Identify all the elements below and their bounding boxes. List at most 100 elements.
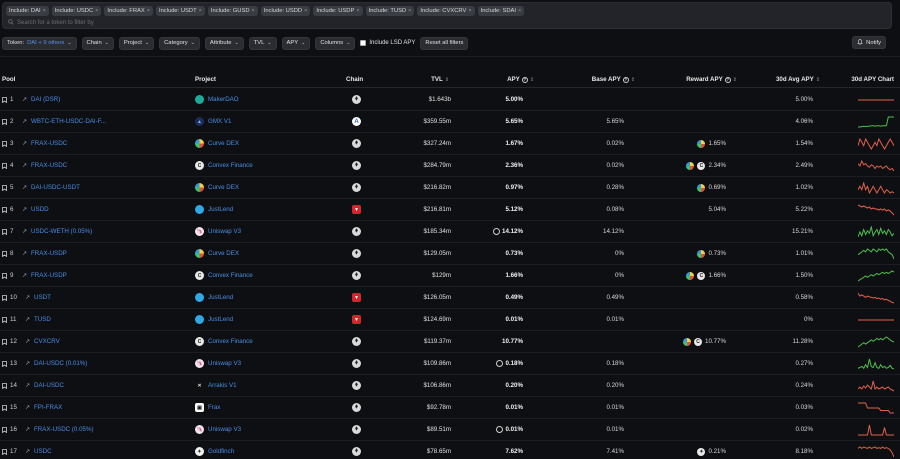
token-filter-button[interactable]: Token: DAI + 9 others ⌄: [2, 36, 77, 50]
external-link-icon[interactable]: ↗: [25, 295, 31, 301]
bookmark-icon[interactable]: [2, 177, 7, 198]
pool-name-link[interactable]: DAI-USDC-USDT: [31, 184, 80, 191]
columns-button[interactable]: Columns ⌄: [315, 36, 356, 50]
bookmark-icon[interactable]: [2, 375, 7, 396]
remove-chip-icon[interactable]: ×: [198, 8, 202, 14]
remove-chip-icon[interactable]: ×: [146, 8, 150, 14]
external-link-icon[interactable]: ↗: [22, 163, 28, 169]
project-name-link[interactable]: JustLend: [208, 294, 234, 301]
project-name-link[interactable]: Convex Finance: [208, 338, 253, 345]
table-row[interactable]: 2 ↗ WBTC-ETH-USDC-DAI-F... ▲ GMX V1 A $359.55m…: [0, 111, 900, 133]
pool-name-link[interactable]: USDC-WETH (0.05%): [31, 228, 93, 235]
pool-name-link[interactable]: DAI-USDC: [34, 382, 64, 389]
pool-name-link[interactable]: USDD: [31, 206, 49, 213]
table-row[interactable]: 11 ↗ TUSD JustLend ▼ $124.69m 0.01% 0.01% 0%: [0, 309, 900, 331]
project-name-link[interactable]: GMX V1: [208, 118, 232, 125]
bookmark-icon[interactable]: [2, 265, 7, 286]
category-filter-button[interactable]: Category ⌄: [159, 36, 200, 50]
col-apy[interactable]: APY? ⇕: [507, 76, 534, 83]
project-name-link[interactable]: JustLend: [208, 316, 234, 323]
reset-filters-button[interactable]: Reset all filters: [420, 36, 469, 50]
pool-name-link[interactable]: CVXCRV: [34, 338, 60, 345]
token-chip[interactable]: Include: SDAI ×: [477, 6, 525, 16]
bookmark-icon[interactable]: [2, 243, 7, 264]
help-icon[interactable]: ?: [622, 76, 629, 83]
table-row[interactable]: 1 ↗ DAI (DSR) MakerDAO ⬧ $1.643b 5.00% 5.00%: [0, 89, 900, 111]
project-name-link[interactable]: Uniswap V3: [208, 228, 242, 235]
remove-chip-icon[interactable]: ×: [42, 8, 46, 14]
bookmark-icon[interactable]: [2, 133, 7, 154]
table-row[interactable]: 17 ↗ USDC ✦ Goldfinch ⬧ $78.65m 7.62% 7.41% ✦ 0.21…: [0, 441, 900, 459]
bookmark-icon[interactable]: [2, 441, 7, 459]
token-chip[interactable]: Include: USDD ×: [260, 6, 311, 16]
project-name-link[interactable]: Convex Finance: [208, 162, 253, 169]
project-name-link[interactable]: Goldfinch: [208, 448, 235, 455]
table-row[interactable]: 6 ↗ USDD JustLend ▼ $216.81m 5.12% 0.08% 5.04% 5.…: [0, 199, 900, 221]
col-reward-apy[interactable]: Reward APY? ⇕: [686, 76, 737, 83]
remove-chip-icon[interactable]: ×: [468, 8, 472, 14]
bookmark-icon[interactable]: [2, 221, 7, 242]
external-link-icon[interactable]: ↗: [22, 251, 28, 257]
project-name-link[interactable]: JustLend: [208, 206, 234, 213]
remove-chip-icon[interactable]: ×: [95, 8, 99, 14]
bookmark-icon[interactable]: [2, 155, 7, 176]
external-link-icon[interactable]: ↗: [25, 427, 31, 433]
project-name-link[interactable]: Uniswap V3: [208, 360, 242, 367]
table-row[interactable]: 15 ↗ FPI-FRAX ▣ Frax ⬧ $92.78m 0.01% 0.01% 0.03%: [0, 397, 900, 419]
bookmark-icon[interactable]: [2, 397, 7, 418]
pool-name-link[interactable]: TUSD: [34, 316, 51, 323]
remove-chip-icon[interactable]: ×: [304, 8, 308, 14]
project-name-link[interactable]: MakerDAO: [208, 96, 239, 103]
pool-name-link[interactable]: FRAX-USDC: [31, 162, 68, 169]
external-link-icon[interactable]: ↗: [22, 273, 28, 279]
pool-name-link[interactable]: DAI (DSR): [31, 96, 61, 103]
external-link-icon[interactable]: ↗: [25, 449, 31, 455]
external-link-icon[interactable]: ↗: [25, 383, 31, 389]
pool-name-link[interactable]: DAI-USDC (0.01%): [34, 360, 88, 367]
attribute-filter-button[interactable]: Attribute ⌄: [204, 36, 244, 50]
pool-name-link[interactable]: USDC: [34, 448, 52, 455]
help-icon[interactable]: ?: [521, 76, 528, 83]
tvl-filter-button[interactable]: TVL ⌄: [248, 36, 277, 50]
table-row[interactable]: 12 ↗ CVXCRV C Convex Finance ⬧ $119.37m 10.77% C…: [0, 331, 900, 353]
table-row[interactable]: 3 ↗ FRAX-USDC Curve DEX ⬧ $327.24m 1.67% 0.02% 1…: [0, 133, 900, 155]
token-chip[interactable]: Include: USDC ×: [51, 6, 102, 16]
external-link-icon[interactable]: ↗: [25, 339, 31, 345]
table-row[interactable]: 9 ↗ FRAX-USDP C Convex Finance ⬧ $129m 1.66% 0% C…: [0, 265, 900, 287]
external-link-icon[interactable]: ↗: [22, 207, 28, 213]
notify-button[interactable]: Notify: [852, 36, 886, 49]
bookmark-icon[interactable]: [2, 287, 7, 308]
chain-filter-button[interactable]: Chain ⌄: [81, 36, 114, 50]
table-row[interactable]: 10 ↗ USDT JustLend ▼ $126.05m 0.49% 0.49% 0.58%: [0, 287, 900, 309]
project-name-link[interactable]: Arrakis V1: [208, 382, 237, 389]
token-search-input[interactable]: Search for a token to filter by: [17, 20, 94, 26]
external-link-icon[interactable]: ↗: [25, 405, 31, 411]
external-link-icon[interactable]: ↗: [22, 119, 28, 125]
table-row[interactable]: 16 ↗ FRAX-USDC (0.05%) 🦄 Uniswap V3 ⬧ $89.51m 0…: [0, 419, 900, 441]
table-row[interactable]: 13 ↗ DAI-USDC (0.01%) 🦄 Uniswap V3 ⬧ $109.86m 0…: [0, 353, 900, 375]
include-lsd-apy-toggle[interactable]: Include LSD APY: [360, 40, 415, 46]
bookmark-icon[interactable]: [2, 199, 7, 220]
external-link-icon[interactable]: ↗: [25, 317, 31, 323]
help-icon[interactable]: ?: [724, 76, 731, 83]
external-link-icon[interactable]: ↗: [22, 97, 28, 103]
pool-name-link[interactable]: USDT: [34, 294, 51, 301]
token-chip[interactable]: Include: USDP ×: [313, 6, 363, 16]
include-lsd-checkbox[interactable]: [360, 40, 367, 46]
bookmark-icon[interactable]: [2, 309, 7, 330]
project-name-link[interactable]: Curve DEX: [208, 250, 239, 257]
pool-name-link[interactable]: FRAX-USDP: [31, 250, 67, 257]
apy-filter-button[interactable]: APY ⌄: [281, 36, 311, 50]
project-name-link[interactable]: Uniswap V3: [208, 426, 242, 433]
bookmark-icon[interactable]: [2, 111, 7, 132]
bookmark-icon[interactable]: [2, 89, 7, 110]
project-name-link[interactable]: Curve DEX: [208, 184, 239, 191]
table-row[interactable]: 14 ↗ DAI-USDC ✕ Arrakis V1 ⬧ $106.86m 0.20% 0.20…: [0, 375, 900, 397]
pool-name-link[interactable]: FRAX-USDC: [31, 140, 68, 147]
token-chip[interactable]: Include: DAI ×: [6, 6, 49, 16]
project-filter-button[interactable]: Project ⌄: [118, 36, 155, 50]
external-link-icon[interactable]: ↗: [22, 141, 28, 147]
token-search[interactable]: Search for a token to filter by: [8, 19, 94, 27]
token-chip[interactable]: Include: TUSD ×: [365, 6, 415, 16]
remove-chip-icon[interactable]: ×: [518, 8, 522, 14]
